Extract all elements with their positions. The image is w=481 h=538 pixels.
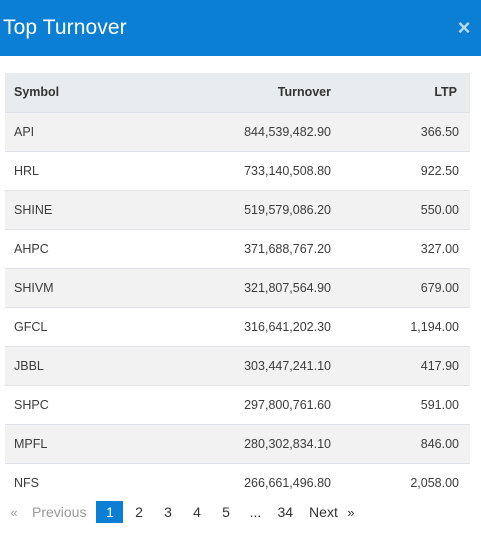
pagination-ellipsis: ... [249,504,262,520]
first-page-icon[interactable]: « [10,504,18,520]
ltp-cell: 922.50 [336,150,470,190]
page-button-4[interactable]: 4 [193,504,201,520]
ltp-cell: 417.90 [336,345,470,385]
modal-header: Top Turnover × [0,0,481,56]
table-row[interactable]: AHPC 371,688,767.20 327.00 [5,228,470,268]
ltp-cell: 366.50 [336,111,470,151]
page-button-5[interactable]: 5 [222,504,230,520]
symbol-cell[interactable]: SHINE [5,189,195,229]
column-header-ltp[interactable]: LTP [336,73,470,113]
table-row[interactable]: JBBL 303,447,241.10 417.90 [5,345,470,385]
symbol-cell[interactable]: AHPC [5,228,195,268]
page-button-34[interactable]: 34 [277,504,294,520]
column-header-symbol[interactable]: Symbol [5,73,195,113]
ltp-cell: 550.00 [336,189,470,229]
ltp-cell: 591.00 [336,384,470,424]
ltp-cell: 679.00 [336,267,470,307]
close-icon[interactable]: × [457,15,471,40]
pagination: « Previous 1 2 3 4 5 ... 34 Next » [5,501,358,523]
ltp-cell: 846.00 [336,423,470,463]
ltp-cell: 1,194.00 [336,306,470,346]
turnover-cell: 297,800,761.60 [195,384,336,424]
table-row[interactable]: GFCL 316,641,202.30 1,194.00 [5,306,470,346]
next-page-button[interactable]: Next [309,504,338,520]
turnover-table: Symbol Turnover LTP API 844,539,482.90 3… [5,73,470,502]
table-header-row: Symbol Turnover LTP [5,73,470,113]
previous-page-button[interactable]: Previous [32,504,87,520]
modal-title: Top Turnover [3,16,127,39]
table-row[interactable]: SHIVM 321,807,564.90 679.00 [5,267,470,307]
symbol-cell[interactable]: SHIVM [5,267,195,307]
ltp-cell: 2,058.00 [336,462,470,502]
column-header-turnover[interactable]: Turnover [195,73,336,113]
turnover-table-container: Symbol Turnover LTP API 844,539,482.90 3… [5,73,470,502]
turnover-cell: 266,661,496.80 [195,462,336,502]
turnover-cell: 519,579,086.20 [195,189,336,229]
symbol-cell[interactable]: API [5,111,195,151]
turnover-cell: 280,302,834.10 [195,423,336,463]
table-row[interactable]: SHINE 519,579,086.20 550.00 [5,189,470,229]
ltp-cell: 327.00 [336,228,470,268]
symbol-cell[interactable]: MPFL [5,423,195,463]
symbol-cell[interactable]: GFCL [5,306,195,346]
symbol-cell[interactable]: HRL [5,150,195,190]
table-row[interactable]: MPFL 280,302,834.10 846.00 [5,423,470,463]
turnover-cell: 844,539,482.90 [195,111,336,151]
table-row[interactable]: HRL 733,140,508.80 922.50 [5,150,470,190]
page-button-1[interactable]: 1 [96,501,124,523]
table-row[interactable]: SHPC 297,800,761.60 591.00 [5,384,470,424]
turnover-cell: 316,641,202.30 [195,306,336,346]
page-button-3[interactable]: 3 [164,504,172,520]
symbol-cell[interactable]: NFS [5,462,195,502]
turnover-cell: 371,688,767.20 [195,228,336,268]
table-row[interactable]: NFS 266,661,496.80 2,058.00 [5,462,470,502]
table-row[interactable]: API 844,539,482.90 366.50 [5,111,470,151]
turnover-cell: 321,807,564.90 [195,267,336,307]
page-button-2[interactable]: 2 [135,504,143,520]
turnover-cell: 733,140,508.80 [195,150,336,190]
turnover-cell: 303,447,241.10 [195,345,336,385]
last-page-icon[interactable]: » [347,504,355,520]
symbol-cell[interactable]: SHPC [5,384,195,424]
symbol-cell[interactable]: JBBL [5,345,195,385]
